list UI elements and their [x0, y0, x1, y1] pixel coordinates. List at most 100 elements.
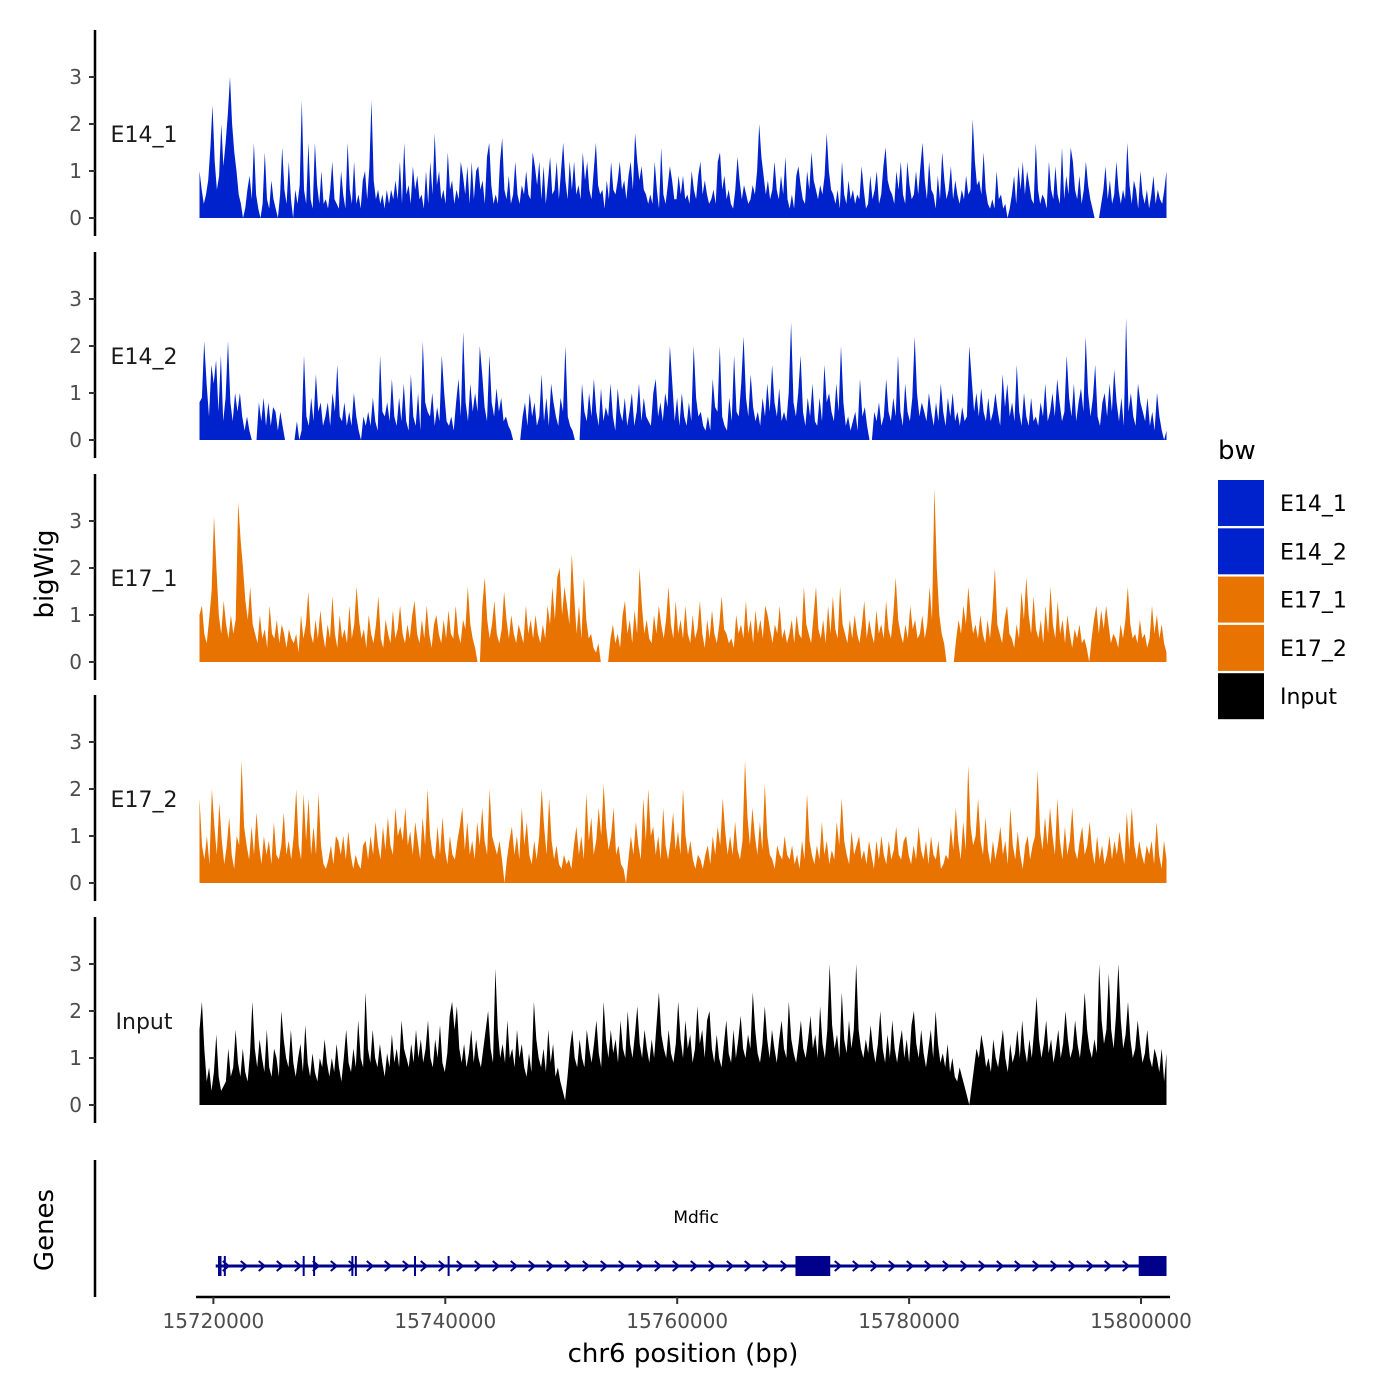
strand-arrow [672, 1260, 681, 1272]
strand-arrow [348, 1260, 357, 1272]
y-tick-label: 0 [69, 206, 82, 230]
legend-swatch-Input [1218, 673, 1264, 720]
exon-block [313, 1256, 316, 1276]
signal-area-E17_1 [199, 488, 1167, 662]
legend-label: E14_1 [1280, 492, 1347, 517]
x-tick-label: 15740000 [394, 1309, 496, 1333]
track-panel-E17_1: 0 1 2 3 E17_1 [69, 474, 1167, 680]
exon-block [795, 1256, 831, 1276]
exon-block [223, 1256, 226, 1276]
gene-panel-title: Genes [30, 1189, 60, 1271]
y-axis-title: bigWig [30, 529, 60, 618]
legend-swatch-E14_2 [1218, 528, 1264, 575]
y-tick-label: 2 [69, 112, 82, 136]
track-label: E14_1 [111, 123, 178, 148]
strand-arrow [690, 1260, 699, 1272]
gene-name-label: Mdfic [673, 1208, 719, 1228]
x-axis-title: chr6 position (bp) [568, 1339, 799, 1369]
legend-swatch-E14_1 [1218, 480, 1264, 526]
x-tick-label: 15780000 [858, 1309, 960, 1333]
y-tick-label: 1 [69, 603, 82, 627]
y-tick-label: 1 [69, 159, 82, 183]
gene-track-layer: Mdfic [93, 1160, 1167, 1297]
strand-arrow [474, 1260, 483, 1272]
gene-model-Mdfic: Mdfic [215, 1208, 1167, 1276]
legend-label: E14_2 [1280, 540, 1347, 565]
strand-arrow [600, 1260, 609, 1272]
strand-arrow [384, 1260, 393, 1272]
strand-arrow [420, 1260, 429, 1272]
y-tick-label: 2 [69, 777, 82, 801]
track-panel-E14_1: 0 1 2 3 E14_1 [69, 30, 1167, 236]
legend-swatch-E17_2 [1218, 624, 1264, 671]
legend-title: bw [1218, 436, 1256, 466]
strand-arrow [726, 1260, 735, 1272]
strand-arrow [708, 1260, 717, 1272]
track-label: E14_2 [111, 345, 178, 370]
strand-arrow [996, 1260, 1005, 1272]
strand-arrow [240, 1260, 249, 1272]
exon-block [218, 1256, 222, 1276]
strand-arrow [492, 1260, 501, 1272]
track-panel-Input: 0 1 2 3 Input [69, 917, 1167, 1123]
y-tick-label: 3 [69, 65, 82, 89]
track-panel-E17_2: 0 1 2 3 E17_2 [69, 695, 1167, 901]
strand-arrow [528, 1260, 537, 1272]
strand-arrow [924, 1260, 933, 1272]
track-panel-E14_2: 0 1 2 3 E14_2 [69, 252, 1167, 458]
legend-label: Input [1280, 685, 1337, 710]
strand-arrow [1122, 1260, 1131, 1272]
strand-arrow [906, 1260, 915, 1272]
track-label: Input [116, 1010, 173, 1035]
strand-arrow [942, 1260, 951, 1272]
strand-arrow [852, 1260, 861, 1272]
strand-arrow [1086, 1260, 1095, 1272]
strand-arrow [888, 1260, 897, 1272]
exon-block [354, 1256, 357, 1276]
strand-arrow [834, 1260, 843, 1272]
strand-arrow [636, 1260, 645, 1272]
y-tick-label: 0 [69, 1093, 82, 1117]
x-tick-label: 15720000 [162, 1309, 264, 1333]
signal-area-Input [199, 964, 1167, 1105]
strand-arrow [402, 1260, 411, 1272]
strand-arrow [366, 1260, 375, 1272]
strand-arrow [294, 1260, 303, 1272]
y-tick-label: 3 [69, 287, 82, 311]
x-tick-label: 15800000 [1090, 1309, 1192, 1333]
y-tick-label: 3 [69, 952, 82, 976]
y-tick-label: 0 [69, 871, 82, 895]
y-tick-label: 3 [69, 509, 82, 533]
strand-arrow [1032, 1260, 1041, 1272]
legend-label: E17_2 [1280, 637, 1347, 662]
strand-arrow [582, 1260, 591, 1272]
strand-arrow [1068, 1260, 1077, 1272]
y-tick-label: 1 [69, 824, 82, 848]
strand-arrow [456, 1260, 465, 1272]
strand-arrow [546, 1260, 555, 1272]
legend: bw E14_1 E14_2 E17_1 E17_2 Input [1218, 436, 1347, 720]
strand-arrow [780, 1260, 789, 1272]
exon-block [351, 1256, 354, 1276]
signal-area-E17_2 [199, 760, 1167, 883]
y-tick-label: 0 [69, 650, 82, 674]
track-label: E17_2 [111, 788, 178, 813]
strand-arrow [258, 1260, 267, 1272]
strand-arrow [870, 1260, 879, 1272]
strand-arrow [510, 1260, 519, 1272]
x-tick-label: 15760000 [626, 1309, 728, 1333]
strand-arrow [654, 1260, 663, 1272]
strand-arrow [978, 1260, 987, 1272]
strand-arrow [1050, 1260, 1059, 1272]
y-tick-label: 1 [69, 1046, 82, 1070]
strand-arrow [330, 1260, 339, 1272]
y-tick-label: 0 [69, 428, 82, 452]
y-tick-label: 1 [69, 381, 82, 405]
strand-arrow [276, 1260, 285, 1272]
exon-block [302, 1256, 305, 1276]
strand-arrow [744, 1260, 753, 1272]
signal-area-E14_1 [199, 77, 1167, 218]
strand-arrow [960, 1260, 969, 1272]
strand-arrow [1014, 1260, 1023, 1272]
